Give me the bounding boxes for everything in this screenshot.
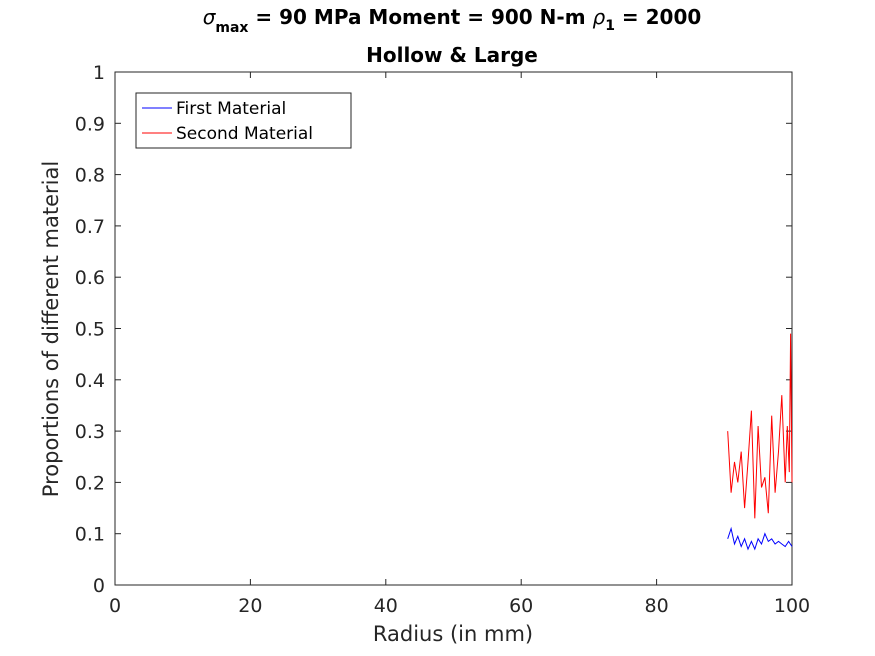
legend-label-second-material: Second Material: [176, 124, 313, 144]
y-tick-label: 0.8: [75, 165, 105, 187]
y-tick-label: 0.2: [75, 472, 105, 494]
title-end: = 2000: [615, 5, 701, 29]
series-line-second-material: [727, 333, 793, 519]
title-sigma-subscript: max: [215, 20, 248, 36]
legend: First Material Second Material: [135, 92, 352, 149]
chart-title-line1: σmax = 90 MPa Moment = 900 N-m ρ1 = 2000: [203, 5, 702, 36]
title-middle: = 90 MPa Moment = 900 N-m: [248, 5, 592, 29]
x-tick-label: 20: [238, 595, 262, 617]
y-tick-label: 0.5: [75, 319, 105, 341]
y-tick-label: 0.7: [75, 216, 105, 238]
legend-label-first-material: First Material: [176, 99, 286, 119]
y-tick-label: 0: [93, 575, 105, 597]
x-tick-label: 40: [374, 595, 398, 617]
chart-title-line2: Hollow & Large: [366, 43, 538, 67]
y-tick-label: 0.4: [75, 370, 105, 392]
series-lines: [727, 333, 793, 551]
x-tick-label: 0: [109, 595, 121, 617]
x-tick-label: 100: [774, 595, 810, 617]
y-tick-label: 1: [93, 62, 105, 84]
y-axis-label: Proportions of different material: [39, 161, 63, 497]
x-axis-label: Radius (in mm): [373, 622, 533, 646]
y-tick-label: 0.6: [75, 267, 105, 289]
title-rho: ρ: [593, 5, 606, 29]
y-tick-label: 0.9: [75, 113, 105, 135]
title-rho-subscript: 1: [605, 18, 615, 34]
series-line-first-material: [727, 526, 793, 551]
legend-box: [135, 92, 352, 149]
y-tick-label: 0.1: [75, 524, 105, 546]
y-tick-label: 0.3: [75, 421, 105, 443]
plot-area-frame: [114, 71, 793, 586]
title-sigma: σ: [203, 5, 217, 29]
x-tick-label: 80: [645, 595, 669, 617]
x-tick-label: 60: [509, 595, 533, 617]
axes: 0 20 40 60 80 100 0 0.1 0.2 0.3 0.4 0.5 0.6 0.7 0.8 0.9…: [75, 62, 810, 617]
